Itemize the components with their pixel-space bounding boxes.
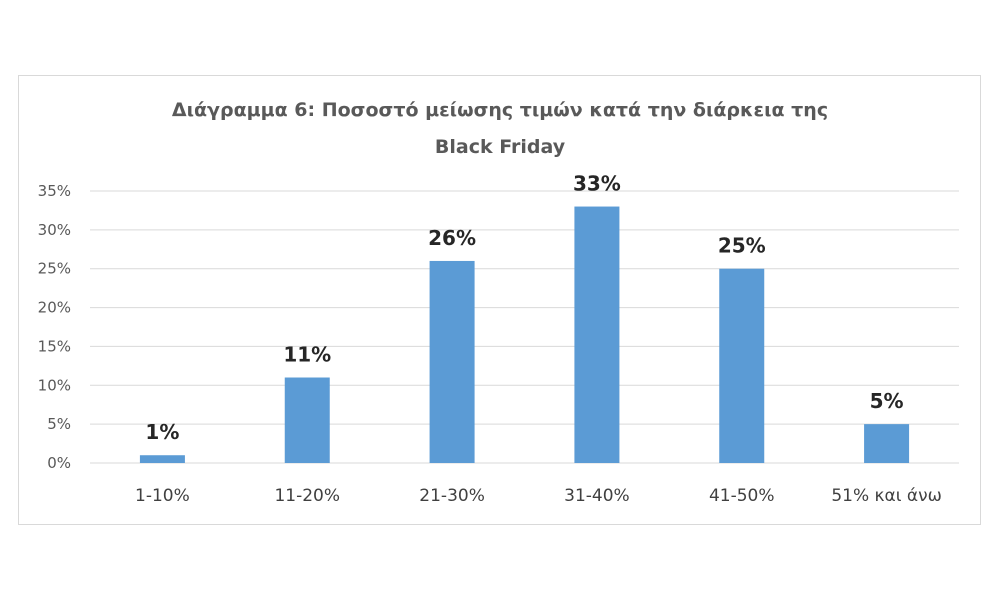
bar xyxy=(429,260,475,463)
chart-title-line: Διάγραμμα 6: Ποσοστό μείωσης τιμών κατά … xyxy=(172,99,828,121)
y-tick-label: 10% xyxy=(38,376,71,394)
bars xyxy=(139,206,910,464)
data-label: 26% xyxy=(428,226,476,250)
y-tick-label: 0% xyxy=(47,454,71,472)
bar xyxy=(574,206,620,464)
x-category-label: 11-20% xyxy=(274,486,340,506)
gridlines xyxy=(90,190,959,464)
x-category-label: 21-30% xyxy=(419,486,485,506)
bar xyxy=(719,268,765,463)
data-label: 33% xyxy=(573,172,621,196)
data-label: 5% xyxy=(870,389,904,413)
bar xyxy=(284,377,330,463)
x-category-label: 51% και άνω xyxy=(831,486,942,506)
bar xyxy=(139,455,185,463)
bar-chart: Διάγραμμα 6: Ποσοστό μείωσης τιμών κατά … xyxy=(38,99,959,506)
y-tick-label: 30% xyxy=(38,221,71,239)
data-label: 25% xyxy=(718,234,766,258)
y-tick-label: 5% xyxy=(47,415,71,433)
data-label: 11% xyxy=(283,343,331,367)
chart-frame: Διάγραμμα 6: Ποσοστό μείωσης τιμών κατά … xyxy=(18,75,981,525)
y-tick-label: 25% xyxy=(38,260,71,278)
y-tick-label: 35% xyxy=(38,182,71,200)
x-category-label: 41-50% xyxy=(709,486,775,506)
y-tick-label: 15% xyxy=(38,337,71,355)
y-tick-label: 20% xyxy=(38,299,71,317)
bar xyxy=(864,424,910,463)
labels: Διάγραμμα 6: Ποσοστό μείωσης τιμών κατά … xyxy=(38,99,942,506)
x-category-label: 1-10% xyxy=(135,486,190,506)
chart-title-line: Black Friday xyxy=(435,136,566,158)
x-category-label: 31-40% xyxy=(564,486,630,506)
data-label: 1% xyxy=(145,420,179,444)
